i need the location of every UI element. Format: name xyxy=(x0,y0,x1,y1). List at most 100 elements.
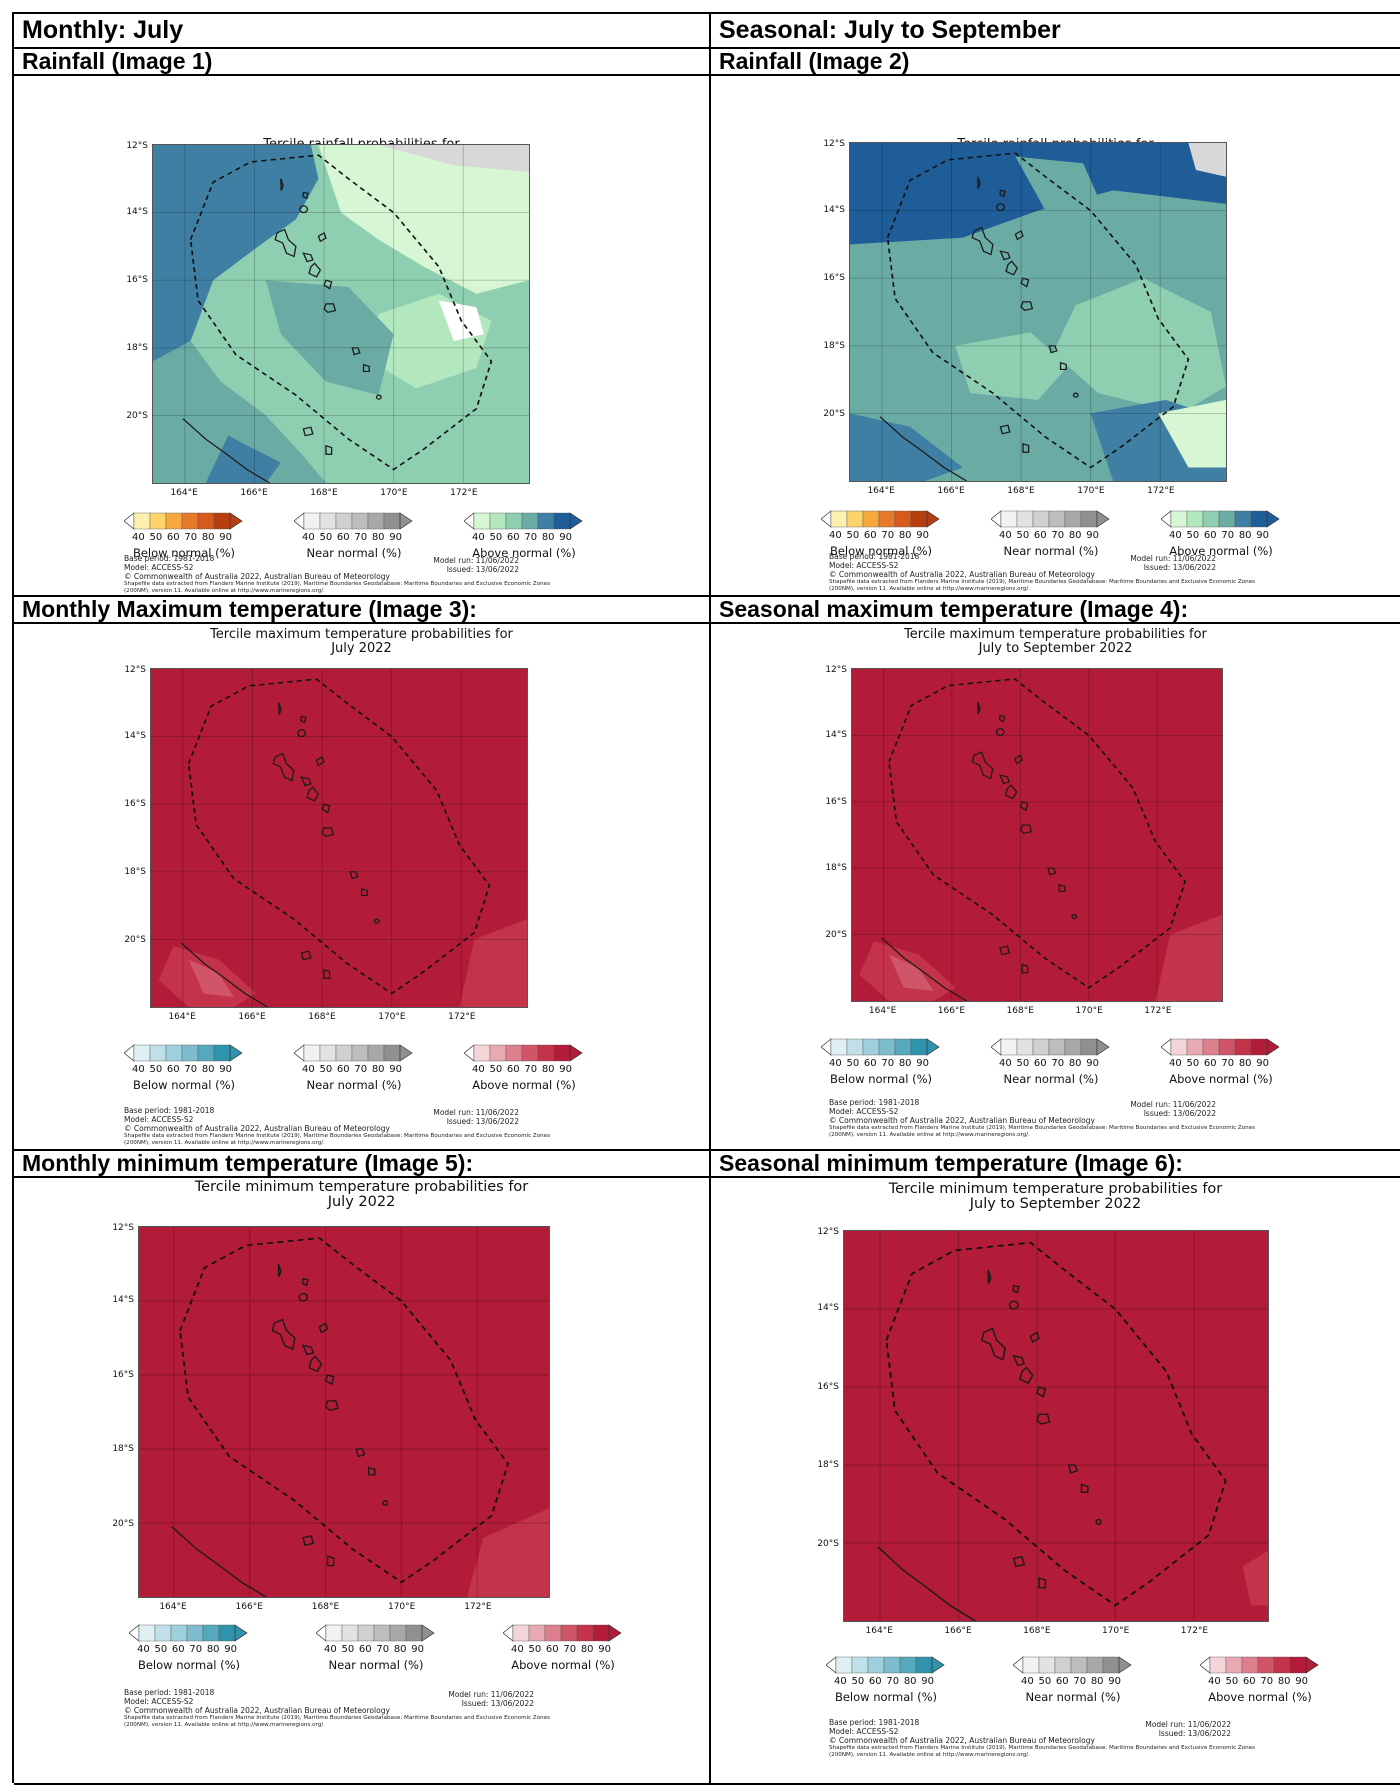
map-footer-credits: Base period: 1981-2018 Model: ACCESS-S2 © … xyxy=(829,1098,1255,1138)
footer-shapefile-1: Shapefile data extracted from Flanders M… xyxy=(124,581,551,587)
colorbar-below-normal-bar xyxy=(124,1044,243,1062)
eez-boundary xyxy=(886,152,1190,469)
colorbar-tick: 90 xyxy=(411,1644,424,1655)
probability-map-graphic xyxy=(852,669,1222,1001)
colorbar-below-normal: 40 50 60 70 80 90 Below normal (%) xyxy=(821,1036,941,1086)
colorbar-tick: 70 xyxy=(354,1064,368,1075)
colorbar-tick: 50 xyxy=(846,530,860,541)
colorbar-above-normal-bar xyxy=(1161,510,1280,528)
probability-map xyxy=(849,142,1227,482)
graticule xyxy=(844,1231,1268,1621)
colorbar-tick: 50 xyxy=(1186,1058,1200,1069)
colorbar-below-normal-bar xyxy=(826,1656,945,1674)
colorbar-tick: 60 xyxy=(166,532,180,543)
colorbar-tick: 40 xyxy=(302,532,315,543)
lat-tick-label: 18°S xyxy=(817,1460,839,1471)
colorbar-tick: 80 xyxy=(1277,1676,1291,1687)
footer-model: Model: ACCESS-S2 xyxy=(124,1697,194,1706)
colorbar-tick: 90 xyxy=(1256,530,1269,541)
probability-map xyxy=(851,668,1223,1002)
lat-tick-label: 18°S xyxy=(112,1444,134,1455)
colorbar-above-normal-label: Above normal (%) xyxy=(472,546,576,560)
lat-tick-label: 12°S xyxy=(825,665,847,675)
map-title: Tercile maximum temperature probabilitie… xyxy=(711,628,1400,655)
probability-map xyxy=(138,1226,550,1598)
colorbar-tick: 50 xyxy=(319,532,333,543)
colorbar-tick: 90 xyxy=(598,1644,611,1655)
footer-base-period: Base period: 1981-2018 xyxy=(124,1106,215,1115)
colorbar-below-normal-label: Below normal (%) xyxy=(132,546,236,560)
colorbar-tick: 50 xyxy=(489,532,503,543)
islands xyxy=(180,702,380,1007)
colorbar-tick: 80 xyxy=(903,1676,917,1687)
lon-tick-label: 172°E xyxy=(1144,1006,1172,1016)
colorbar-tick: 70 xyxy=(881,1058,895,1069)
colorbar-above-normal: 40 50 60 70 80 90 Above normal (%) xyxy=(464,1042,584,1092)
colorbar-tick: 40 xyxy=(472,1064,485,1075)
colorbar-below-normal-label: Below normal (%) xyxy=(137,1658,241,1672)
lat-tick-label: 20°S xyxy=(112,1518,134,1529)
colorbar-tick: 90 xyxy=(921,1676,934,1687)
colorbar-tick: 40 xyxy=(1021,1676,1034,1687)
colorbar-tick: 40 xyxy=(132,1064,145,1075)
footer-model-run: Model run: 11/06/2022 xyxy=(1130,1100,1216,1109)
footer-model: Model: ACCESS-S2 xyxy=(829,1727,899,1736)
probability-map-graphic xyxy=(850,143,1226,481)
colorbar-tick: 40 xyxy=(999,530,1012,541)
colorbar-tick: 90 xyxy=(389,1064,402,1075)
colorbar-above-normal-bar xyxy=(1161,1038,1280,1056)
colorbar-tick: 80 xyxy=(1068,1058,1082,1069)
colorbar-tick: 50 xyxy=(1186,530,1200,541)
islands xyxy=(877,1269,1102,1621)
header-monthly: Monthly: July xyxy=(14,14,711,49)
colorbar-tick: 70 xyxy=(1051,530,1065,541)
colorbar-above-normal-label: Above normal (%) xyxy=(472,1078,576,1092)
colorbar-near-normal-label: Near normal (%) xyxy=(306,1078,402,1092)
colorbar-tick: 60 xyxy=(1242,1676,1256,1687)
lon-tick-label: 166°E xyxy=(937,486,965,496)
map-title-line-2: July 2022 xyxy=(327,1194,396,1211)
panel-image-6: Tercile minimum temperature probabilitie… xyxy=(711,1178,1400,1785)
colorbar-tick: 80 xyxy=(541,1064,555,1075)
graticule xyxy=(153,145,529,483)
eez-boundary xyxy=(189,154,493,471)
header-seasonal: Seasonal: July to September xyxy=(711,14,1400,49)
colorbar-tick: 50 xyxy=(1225,1676,1239,1687)
colorbar-below-normal-bar xyxy=(124,512,243,530)
probability-map-graphic xyxy=(151,669,527,1007)
lat-tick-label: 18°S xyxy=(823,341,845,351)
lat-tick-label: 20°S xyxy=(124,935,146,945)
lon-tick-label: 170°E xyxy=(387,1602,416,1612)
footer-model-run: Model run: 11/06/2022 xyxy=(1145,1720,1231,1729)
panel-image-4: Tercile maximum temperature probabilitie… xyxy=(711,624,1400,1151)
footer-model: Model: ACCESS-S2 xyxy=(124,563,194,572)
footer-base-period: Base period: 1981-2018 xyxy=(829,552,920,561)
colorbar-below-normal-bar xyxy=(821,1038,940,1056)
footer-copyright: © Commonwealth of Australia 2022, Austra… xyxy=(124,1124,390,1133)
colorbar-near-normal: 40 50 60 70 80 90 Near normal (%) xyxy=(294,1042,414,1092)
colorbar-tick: 50 xyxy=(851,1676,865,1687)
map-title-line-2: July to September 2022 xyxy=(969,1196,1142,1213)
colorbar-above-normal-label: Above normal (%) xyxy=(511,1658,615,1672)
colorbar-tick: 50 xyxy=(149,1064,163,1075)
lat-tick-label: 12°S xyxy=(817,1227,839,1237)
colorbar-tick: 90 xyxy=(219,1064,232,1075)
colorbar-tick: 80 xyxy=(1068,530,1082,541)
lat-tick-label: 12°S xyxy=(112,1223,134,1233)
colorbar-tick: 80 xyxy=(898,1058,912,1069)
footer-shapefile-1: Shapefile data extracted from Flanders M… xyxy=(124,1133,551,1139)
colorbar-near-normal: 40 50 60 70 80 90 Near normal (%) xyxy=(991,508,1111,558)
colorbar-tick: 70 xyxy=(1073,1676,1087,1687)
colorbar-below-normal: 40 50 60 70 80 90 Below normal (%) xyxy=(124,1042,244,1092)
colorbar-tick: 80 xyxy=(201,1064,215,1075)
lat-tick-label: 20°S xyxy=(823,409,845,419)
probability-map-graphic xyxy=(153,145,529,483)
colorbar-tick: 80 xyxy=(201,532,215,543)
colorbar-tick: 90 xyxy=(1086,530,1099,541)
colorbar-tick: 60 xyxy=(166,1064,180,1075)
footer-shapefile-2: (200NM), version 11. Available online at… xyxy=(829,585,1030,592)
colorbar-below-normal-bar xyxy=(821,510,940,528)
colorbar-tick: 80 xyxy=(206,1644,220,1655)
colorbar-tick: 70 xyxy=(881,530,895,541)
colorbar-tick: 40 xyxy=(302,1064,315,1075)
